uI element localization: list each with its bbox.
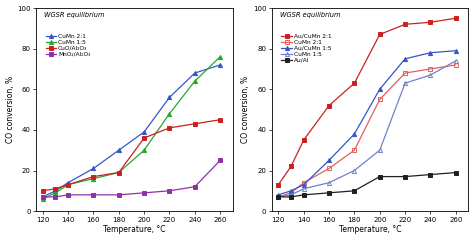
Au/CuMn 2:1 <box>275 183 281 186</box>
CuMn 1:5 <box>288 193 294 196</box>
Line: Au/CuMn 1:5: Au/CuMn 1:5 <box>276 49 458 197</box>
Au/CuMn 2:1 <box>402 23 408 26</box>
CuO/Al₂O₃ <box>141 137 147 139</box>
CuMn 2:1 <box>275 195 281 198</box>
Au/CuMn 1:5 <box>428 51 433 54</box>
MnO₂/Al₂O₃ <box>167 189 173 192</box>
Text: WGSR equilibrium: WGSR equilibrium <box>280 12 340 18</box>
CuMn 1:5 <box>275 195 281 198</box>
Au/Al <box>377 175 383 178</box>
Au/CuMn 1:5 <box>402 57 408 60</box>
CuO/Al₂O₃ <box>65 183 71 186</box>
Au/CuMn 2:1 <box>301 139 307 142</box>
Au/CuMn 2:1 <box>352 82 357 85</box>
CuMn 2:1 <box>192 72 198 74</box>
CuMn 1:5 <box>53 191 58 194</box>
CuMn 2:1 <box>402 72 408 74</box>
CuMn 1:5 <box>377 149 383 152</box>
CuO/Al₂O₃ <box>192 122 198 125</box>
CuMn 1:5 <box>301 187 307 190</box>
CuMn 2:1 <box>352 149 357 152</box>
CuMn 2:1 <box>301 181 307 184</box>
Line: CuMn 2:1: CuMn 2:1 <box>276 63 458 199</box>
CuMn 2:1 <box>141 131 147 133</box>
Au/CuMn 2:1 <box>428 21 433 24</box>
Au/CuMn 2:1 <box>377 33 383 36</box>
CuMn 2:1 <box>326 167 332 170</box>
CuMn 2:1 <box>91 167 96 170</box>
CuMn 1:5 <box>217 55 223 58</box>
CuMn 1:5 <box>116 171 122 174</box>
CuMn 1:5 <box>326 181 332 184</box>
CuMn 1:5 <box>65 183 71 186</box>
Au/CuMn 1:5 <box>352 132 357 135</box>
Au/CuMn 2:1 <box>453 17 459 20</box>
MnO₂/Al₂O₃ <box>65 193 71 196</box>
CuMn 2:1 <box>453 63 459 66</box>
Au/Al <box>453 171 459 174</box>
CuO/Al₂O₃ <box>217 118 223 121</box>
Au/Al <box>326 191 332 194</box>
MnO₂/Al₂O₃ <box>217 159 223 162</box>
Au/CuMn 1:5 <box>275 193 281 196</box>
CuMn 1:5 <box>192 80 198 83</box>
CuMn 1:5 <box>402 82 408 85</box>
Line: CuMn 1:5: CuMn 1:5 <box>41 55 222 201</box>
Au/Al <box>428 173 433 176</box>
Line: CuMn 1:5: CuMn 1:5 <box>276 59 458 199</box>
Line: Au/Al: Au/Al <box>276 170 458 199</box>
CuO/Al₂O₃ <box>40 189 46 192</box>
Au/Al <box>352 189 357 192</box>
CuMn 2:1 <box>65 181 71 184</box>
CuMn 2:1 <box>217 63 223 66</box>
CuMn 2:1 <box>116 149 122 152</box>
CuO/Al₂O₃ <box>167 126 173 129</box>
CuMn 1:5 <box>428 74 433 77</box>
CuO/Al₂O₃ <box>91 175 96 178</box>
Au/Al <box>288 195 294 198</box>
CuO/Al₂O₃ <box>53 187 58 190</box>
Au/Al <box>301 193 307 196</box>
Y-axis label: CO conversion, %: CO conversion, % <box>6 76 15 143</box>
Au/CuMn 1:5 <box>326 159 332 162</box>
CuMn 1:5 <box>91 177 96 180</box>
Au/CuMn 1:5 <box>301 183 307 186</box>
CuMn 1:5 <box>40 198 46 200</box>
MnO₂/Al₂O₃ <box>91 193 96 196</box>
CuMn 2:1 <box>377 98 383 101</box>
CuMn 2:1 <box>53 189 58 192</box>
CuMn 1:5 <box>141 149 147 152</box>
CuMn 2:1 <box>40 195 46 198</box>
Au/CuMn 2:1 <box>288 165 294 168</box>
MnO₂/Al₂O₃ <box>192 185 198 188</box>
Line: Au/CuMn 2:1: Au/CuMn 2:1 <box>276 16 458 187</box>
Line: CuO/Al₂O₃: CuO/Al₂O₃ <box>41 118 222 193</box>
Au/CuMn 1:5 <box>453 49 459 52</box>
CuMn 1:5 <box>352 169 357 172</box>
CuMn 2:1 <box>167 96 173 99</box>
CuO/Al₂O₃ <box>116 171 122 174</box>
CuMn 1:5 <box>453 60 459 62</box>
MnO₂/Al₂O₃ <box>53 195 58 198</box>
Au/CuMn 2:1 <box>326 104 332 107</box>
Au/Al <box>275 195 281 198</box>
Text: WGSR equilibrium: WGSR equilibrium <box>44 12 105 18</box>
Au/CuMn 1:5 <box>377 88 383 91</box>
Y-axis label: CO conversion, %: CO conversion, % <box>241 76 250 143</box>
X-axis label: Temperature, °C: Temperature, °C <box>103 225 166 234</box>
CuMn 2:1 <box>428 67 433 70</box>
MnO₂/Al₂O₃ <box>116 193 122 196</box>
MnO₂/Al₂O₃ <box>141 191 147 194</box>
Au/CuMn 1:5 <box>288 189 294 192</box>
CuMn 1:5 <box>167 112 173 115</box>
X-axis label: Temperature, °C: Temperature, °C <box>339 225 401 234</box>
Legend: CuMn 2:1, CuMn 1:5, CuO/Al₂O₃, MnO₂/Al₂O₃: CuMn 2:1, CuMn 1:5, CuO/Al₂O₃, MnO₂/Al₂O… <box>45 33 91 57</box>
CuMn 2:1 <box>288 191 294 194</box>
Line: MnO₂/Al₂O₃: MnO₂/Al₂O₃ <box>41 158 222 199</box>
MnO₂/Al₂O₃ <box>40 195 46 198</box>
Legend: Au/CuMn 2:1, CuMn 2:1, Au/CuMn 1:5, CuMn 1:5, Au/Al: Au/CuMn 2:1, CuMn 2:1, Au/CuMn 1:5, CuMn… <box>281 33 332 63</box>
Line: CuMn 2:1: CuMn 2:1 <box>41 63 222 199</box>
Au/Al <box>402 175 408 178</box>
